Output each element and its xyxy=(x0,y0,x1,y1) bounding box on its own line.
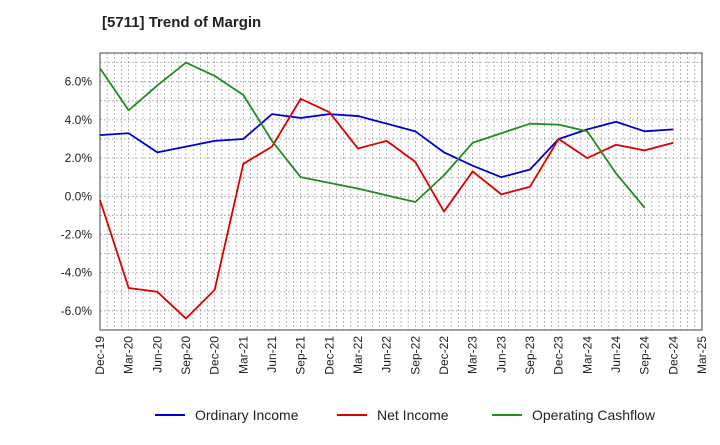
legend-label-ordinary-income: Ordinary Income xyxy=(195,407,299,423)
x-tick-label: Sep-21 xyxy=(294,336,308,375)
x-tick-label: Mar-20 xyxy=(122,336,136,374)
x-tick-label: Sep-23 xyxy=(523,336,537,375)
y-tick-label: -4.0% xyxy=(61,266,93,280)
series-line-net-income xyxy=(99,97,674,320)
chart-title: [5711] Trend of Margin xyxy=(102,14,262,31)
plot-border xyxy=(99,52,703,331)
x-tick-label: Sep-20 xyxy=(179,336,193,375)
y-tick-label: -6.0% xyxy=(61,304,93,318)
legend-label-net-income: Net Income xyxy=(377,407,449,423)
x-tick-label: Dec-20 xyxy=(208,336,222,375)
x-tick-label: Jun-23 xyxy=(494,336,508,373)
x-tick-label: Jun-20 xyxy=(150,336,164,373)
x-tick-label: Mar-23 xyxy=(466,336,480,374)
x-tick-label: Dec-19 xyxy=(93,336,107,375)
x-tick-label: Dec-21 xyxy=(322,336,336,375)
x-tick-label: Dec-23 xyxy=(552,336,566,375)
x-tick-label: Sep-24 xyxy=(638,336,652,375)
x-tick-label: Dec-24 xyxy=(666,336,680,375)
x-tick-label: Mar-22 xyxy=(351,336,365,374)
x-tick-label: Mar-24 xyxy=(580,336,594,374)
x-tick-label: Mar-25 xyxy=(695,336,709,374)
x-tick-label: Jun-21 xyxy=(265,336,279,373)
x-tick-label: Jun-24 xyxy=(609,336,623,373)
y-tick-label: 6.0% xyxy=(65,75,93,89)
x-tick-label: Dec-22 xyxy=(437,336,451,375)
legend-label-operating-cashflow: Operating Cashflow xyxy=(532,407,656,423)
y-tick-label: -2.0% xyxy=(61,227,93,241)
plot-area xyxy=(100,53,702,330)
series-line-ordinary-income xyxy=(99,113,674,179)
series-line-operating-cashflow xyxy=(99,61,646,209)
x-tick-label: Jun-22 xyxy=(380,336,394,373)
x-tick-label: Sep-22 xyxy=(408,336,422,375)
x-tick-label: Mar-21 xyxy=(236,336,250,374)
y-tick-label: 2.0% xyxy=(65,151,93,165)
y-tick-label: 0.0% xyxy=(65,189,93,203)
y-tick-label: 4.0% xyxy=(65,113,93,127)
